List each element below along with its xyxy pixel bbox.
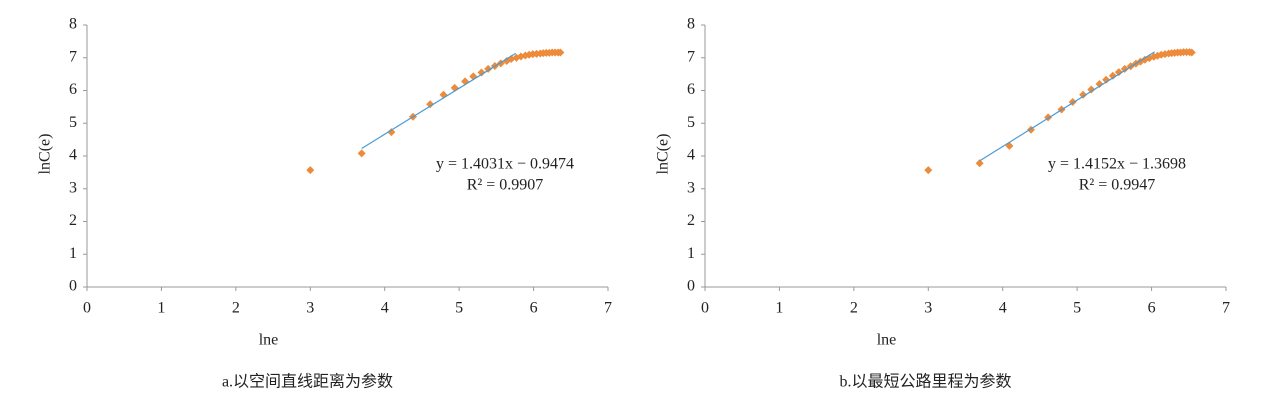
data-point xyxy=(924,166,933,175)
x-tick-label: 0 xyxy=(83,300,91,317)
data-point xyxy=(1095,79,1104,88)
y-tick-label: 7 xyxy=(69,48,77,65)
x-tick-label: 2 xyxy=(850,300,858,317)
data-point xyxy=(1120,64,1129,73)
y-tick-label: 6 xyxy=(687,81,695,98)
x-tick-label: 3 xyxy=(924,300,932,317)
x-tick-label: 5 xyxy=(1073,300,1081,317)
data-point xyxy=(426,100,435,109)
y-tick-label: 3 xyxy=(687,179,695,196)
y-axis-title: lnC(e) xyxy=(655,134,672,175)
y-tick-label: 5 xyxy=(69,114,77,131)
y-tick-label: 8 xyxy=(687,16,695,33)
y-tick-label: 6 xyxy=(69,81,77,98)
x-tick-label: 3 xyxy=(306,300,314,317)
trendline xyxy=(979,51,1155,162)
data-point xyxy=(1108,71,1117,80)
y-tick-label: 1 xyxy=(69,245,77,262)
y-tick-label: 8 xyxy=(69,16,77,33)
trendline-r2: R² = 0.9907 xyxy=(467,177,544,194)
y-axis-title: lnC(e) xyxy=(37,134,54,175)
x-tick-label: 1 xyxy=(157,300,165,317)
x-tick-label: 4 xyxy=(999,300,1007,317)
data-point xyxy=(477,68,486,77)
x-tick-label: 1 xyxy=(775,300,783,317)
trendline-equation: y = 1.4152x − 1.3698 xyxy=(1048,156,1186,173)
trendline-equation: y = 1.4031x − 0.9474 xyxy=(436,156,574,173)
trendline xyxy=(361,52,517,149)
data-point xyxy=(1005,141,1014,150)
y-tick-label: 1 xyxy=(687,245,695,262)
data-point xyxy=(1102,75,1111,84)
data-point xyxy=(1087,85,1096,94)
data-point xyxy=(975,159,984,168)
y-tick-label: 2 xyxy=(687,212,695,229)
data-point xyxy=(1114,68,1123,77)
y-tick-label: 4 xyxy=(687,147,695,164)
data-point xyxy=(306,166,315,175)
x-tick-label: 6 xyxy=(1148,300,1156,317)
caption: a.以空间直线距离为参数 xyxy=(222,373,393,391)
data-point xyxy=(1187,48,1196,57)
x-axis-title: lne xyxy=(259,332,279,349)
y-tick-label: 0 xyxy=(69,278,77,295)
y-tick-label: 5 xyxy=(687,114,695,131)
y-tick-label: 7 xyxy=(687,48,695,65)
y-tick-label: 2 xyxy=(69,212,77,229)
x-tick-label: 7 xyxy=(1222,300,1230,317)
y-tick-label: 0 xyxy=(687,278,695,295)
x-tick-label: 6 xyxy=(530,300,538,317)
x-tick-label: 7 xyxy=(604,300,612,317)
x-axis-title: lne xyxy=(877,332,897,349)
x-tick-label: 0 xyxy=(701,300,709,317)
y-tick-label: 4 xyxy=(69,147,77,164)
x-tick-label: 5 xyxy=(455,300,463,317)
x-tick-label: 4 xyxy=(381,300,389,317)
trendline-r2: R² = 0.9947 xyxy=(1079,177,1156,194)
data-point xyxy=(556,48,565,57)
data-point xyxy=(1079,90,1088,99)
caption: b.以最短公路里程为参数 xyxy=(839,373,1011,391)
y-tick-label: 3 xyxy=(69,179,77,196)
data-point xyxy=(357,149,366,158)
data-point xyxy=(387,128,396,137)
x-tick-label: 2 xyxy=(232,300,240,317)
